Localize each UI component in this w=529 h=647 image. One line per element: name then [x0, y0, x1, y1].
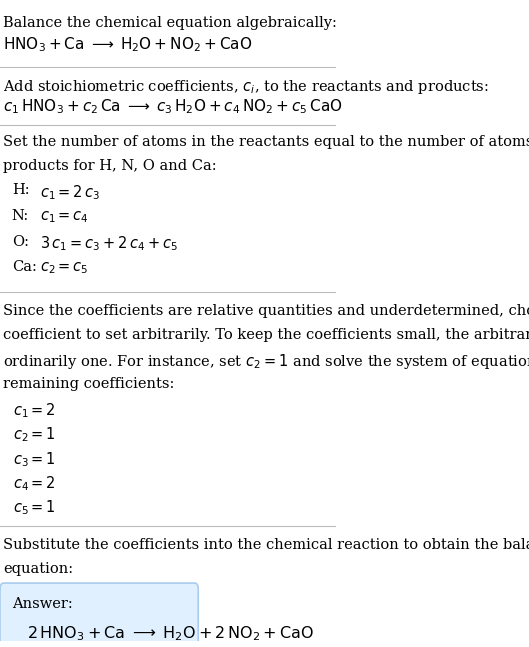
Text: $3\,c_1 = c_3 + 2\,c_4 + c_5$: $3\,c_1 = c_3 + 2\,c_4 + c_5$ — [40, 234, 178, 253]
Text: H:: H: — [12, 183, 30, 197]
Text: $2\,\mathrm{HNO_3 + Ca \;\longrightarrow\; H_2O + 2\,NO_2 + CaO}$: $2\,\mathrm{HNO_3 + Ca \;\longrightarrow… — [27, 625, 314, 643]
Text: Ca:: Ca: — [12, 260, 37, 274]
Text: N:: N: — [12, 209, 29, 223]
Text: $c_5 = 1$: $c_5 = 1$ — [13, 498, 56, 517]
Text: products for H, N, O and Ca:: products for H, N, O and Ca: — [3, 159, 217, 173]
Text: Since the coefficients are relative quantities and underdetermined, choose a: Since the coefficients are relative quan… — [3, 303, 529, 318]
Text: ordinarily one. For instance, set $c_2 = 1$ and solve the system of equations fo: ordinarily one. For instance, set $c_2 =… — [3, 353, 529, 371]
Text: $c_1 = 2$: $c_1 = 2$ — [13, 401, 56, 420]
Text: $c_1\,\mathrm{HNO_3} + c_2\,\mathrm{Ca} \;\longrightarrow\; c_3\,\mathrm{H_2O} +: $c_1\,\mathrm{HNO_3} + c_2\,\mathrm{Ca} … — [3, 98, 343, 116]
Text: remaining coefficients:: remaining coefficients: — [3, 377, 175, 391]
Text: $c_2 = c_5$: $c_2 = c_5$ — [40, 260, 89, 276]
Text: coefficient to set arbitrarily. To keep the coefficients small, the arbitrary va: coefficient to set arbitrarily. To keep … — [3, 328, 529, 342]
Text: O:: O: — [12, 234, 29, 248]
Text: equation:: equation: — [3, 562, 74, 576]
Text: $c_1 = c_4$: $c_1 = c_4$ — [40, 209, 89, 225]
Text: $c_1 = 2\,c_3$: $c_1 = 2\,c_3$ — [40, 183, 101, 202]
Text: $c_2 = 1$: $c_2 = 1$ — [13, 426, 56, 444]
Text: Substitute the coefficients into the chemical reaction to obtain the balanced: Substitute the coefficients into the che… — [3, 538, 529, 552]
Text: Balance the chemical equation algebraically:: Balance the chemical equation algebraica… — [3, 16, 337, 30]
Text: $c_3 = 1$: $c_3 = 1$ — [13, 450, 56, 468]
Text: Add stoichiometric coefficients, $c_i$, to the reactants and products:: Add stoichiometric coefficients, $c_i$, … — [3, 78, 489, 96]
FancyBboxPatch shape — [0, 583, 198, 647]
Text: $\mathrm{HNO_3 + Ca \;\longrightarrow\; H_2O + NO_2 + CaO}$: $\mathrm{HNO_3 + Ca \;\longrightarrow\; … — [3, 35, 253, 54]
Text: Answer:: Answer: — [12, 597, 72, 611]
Text: $c_4 = 2$: $c_4 = 2$ — [13, 474, 56, 493]
Text: Set the number of atoms in the reactants equal to the number of atoms in the: Set the number of atoms in the reactants… — [3, 135, 529, 149]
